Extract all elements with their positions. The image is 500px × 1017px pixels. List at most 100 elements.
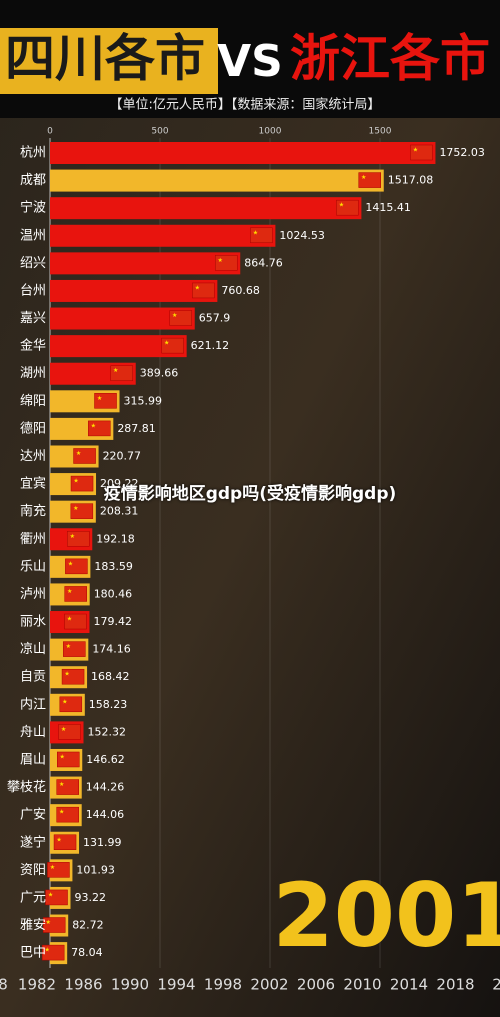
year: 2001 xyxy=(273,864,500,967)
x-tick-label: 500 xyxy=(151,127,168,137)
caption: 疫情影响地区gdp吗(受疫情影响gdp) xyxy=(103,484,397,504)
title-left: 四川各市 xyxy=(5,30,205,88)
category-label: 攀枝花 xyxy=(7,779,46,795)
x-tick-label: 1000 xyxy=(259,127,282,137)
title-vs: VS xyxy=(217,36,283,87)
flag xyxy=(70,503,94,519)
category-label: 内江 xyxy=(20,696,46,712)
flag xyxy=(42,917,66,933)
category-label: 杭州 xyxy=(20,146,46,161)
category-label: 金华 xyxy=(20,338,46,354)
flag xyxy=(214,255,238,271)
flag xyxy=(67,531,90,547)
flag-star: ★ xyxy=(164,340,169,347)
category-label: 德阳 xyxy=(20,421,46,436)
flag xyxy=(64,586,87,602)
value-label: 131.99 xyxy=(83,836,122,849)
flag-star: ★ xyxy=(64,671,69,678)
value-label: 220.77 xyxy=(103,449,142,462)
bar xyxy=(50,142,436,164)
timeline-label: 1990 xyxy=(111,976,149,994)
value-label: 1024.53 xyxy=(279,229,325,242)
subtitle: 【单位:亿元人民币】【数据来源：国家统计局】 xyxy=(110,97,381,113)
flag xyxy=(358,172,382,188)
timeline-label: 1998 xyxy=(204,976,242,994)
flag-star: ★ xyxy=(172,312,177,319)
flag-star: ★ xyxy=(73,505,78,512)
category-label: 绍兴 xyxy=(20,256,46,271)
flag-star: ★ xyxy=(46,919,51,926)
flag xyxy=(61,668,85,685)
category-label: 自贡 xyxy=(20,670,46,685)
flag-star: ★ xyxy=(361,174,366,181)
category-label: 舟山 xyxy=(20,725,46,740)
flag-star: ★ xyxy=(218,257,223,264)
value-label: 287.81 xyxy=(117,422,156,435)
flag-star: ★ xyxy=(67,616,72,623)
category-label: 雅安 xyxy=(20,918,46,933)
value-label: 82.72 xyxy=(72,919,104,932)
value-label: 864.76 xyxy=(244,256,283,269)
flag xyxy=(47,862,70,878)
bar xyxy=(50,307,195,330)
category-label: 温州 xyxy=(20,228,46,243)
timeline-label: 2002 xyxy=(250,976,288,994)
value-label: 389.66 xyxy=(140,367,179,380)
flag xyxy=(336,199,359,216)
flag-star: ★ xyxy=(48,891,53,898)
value-label: 1752.03 xyxy=(439,146,485,159)
flag xyxy=(70,475,94,492)
flag xyxy=(192,282,215,299)
value-label: 78.04 xyxy=(71,946,103,959)
category-label: 资阳 xyxy=(20,863,46,878)
value-label: 101.93 xyxy=(76,863,115,876)
flag-star: ★ xyxy=(56,836,61,843)
bar xyxy=(50,224,276,247)
flag-star: ★ xyxy=(91,422,96,429)
category-label: 达州 xyxy=(20,449,46,464)
flag-star: ★ xyxy=(76,450,81,457)
value-label: 209.22 xyxy=(100,477,139,490)
flag xyxy=(59,696,83,713)
flag xyxy=(58,724,81,740)
value-label: 192.18 xyxy=(96,532,135,545)
flag-star: ★ xyxy=(50,864,55,871)
x-tick-label: 0 xyxy=(47,127,53,137)
timeline-label: 8 xyxy=(0,976,8,994)
value-label: 180.46 xyxy=(94,587,133,600)
flag xyxy=(45,889,68,906)
timeline-label: 2014 xyxy=(390,976,428,994)
flag xyxy=(169,310,192,326)
flag-star: ★ xyxy=(66,643,71,650)
bar xyxy=(50,252,241,275)
flag xyxy=(63,641,86,657)
title-left-box xyxy=(0,28,218,94)
value-label: 1415.41 xyxy=(365,201,411,214)
flag xyxy=(110,365,133,381)
timeline-label: 2006 xyxy=(297,976,335,994)
value-label: 179.42 xyxy=(93,615,132,628)
value-label: 168.42 xyxy=(91,670,130,683)
category-label: 湖州 xyxy=(20,366,46,381)
category-label: 宁波 xyxy=(20,200,46,216)
flag xyxy=(56,779,79,795)
value-label: 146.62 xyxy=(86,753,125,766)
category-label: 遂宁 xyxy=(20,834,46,850)
title-right: 浙江各市 xyxy=(290,30,490,88)
flag xyxy=(73,448,96,464)
flag xyxy=(88,420,111,437)
value-label: 183.59 xyxy=(94,560,133,573)
flag-star: ★ xyxy=(59,781,64,788)
flag xyxy=(41,944,65,961)
flag-star: ★ xyxy=(339,202,344,209)
x-tick-label: 1500 xyxy=(369,127,392,137)
flag-star: ★ xyxy=(70,533,75,540)
flag-star: ★ xyxy=(253,229,258,236)
value-label: 760.68 xyxy=(221,284,260,297)
value-label: 152.32 xyxy=(88,725,127,738)
flag xyxy=(57,751,80,768)
category-label: 丽水 xyxy=(20,615,46,630)
flag-star: ★ xyxy=(61,726,66,733)
